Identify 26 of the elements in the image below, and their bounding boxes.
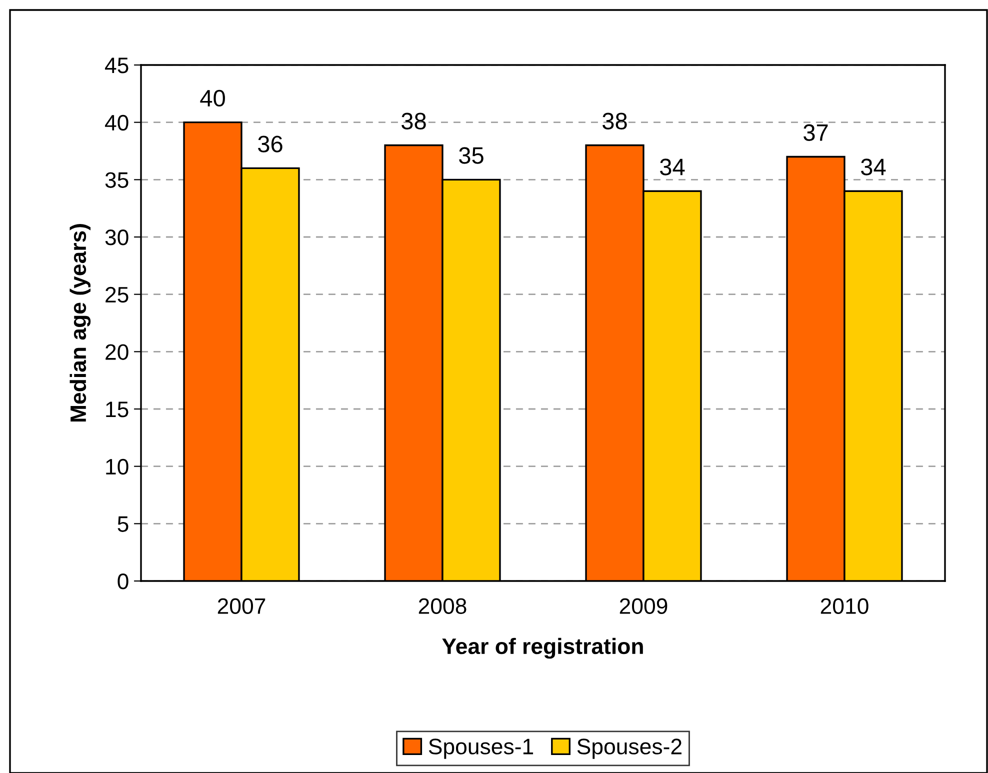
y-tick-label: 30 (105, 230, 128, 246)
y-tick-label: 0 (118, 574, 128, 590)
y-tick-label: 40 (104, 114, 128, 131)
data-label: 37 (804, 124, 828, 141)
x-tick-label: 2009 (620, 598, 668, 614)
y-tick-label: 20 (106, 344, 128, 360)
y-tick-label: 15 (106, 402, 128, 418)
data-label: 38 (602, 112, 627, 130)
y-tick-label: 5 (118, 516, 128, 532)
y-tick-label: 25 (106, 286, 128, 303)
data-label: 34 (861, 158, 886, 176)
x-axis-title: Year of registration (442, 638, 643, 659)
x-tick-label: 2010 (820, 598, 868, 614)
data-label: 40 (200, 90, 225, 107)
data-label: 38 (402, 112, 426, 130)
x-tick-label: 2007 (218, 598, 266, 614)
x-tick-label: 2008 (418, 598, 466, 614)
y-axis-title: Median age (years) (70, 224, 91, 422)
data-label: 35 (459, 147, 484, 164)
legend-label: Spouses-1 (428, 738, 534, 759)
data-label: 34 (660, 158, 685, 176)
data-label: 36 (258, 136, 282, 152)
legend-label: Spouses-2 (577, 738, 682, 759)
y-tick-label: 10 (106, 458, 128, 475)
y-tick-label: 35 (105, 172, 128, 188)
y-tick-label: 45 (104, 58, 128, 74)
